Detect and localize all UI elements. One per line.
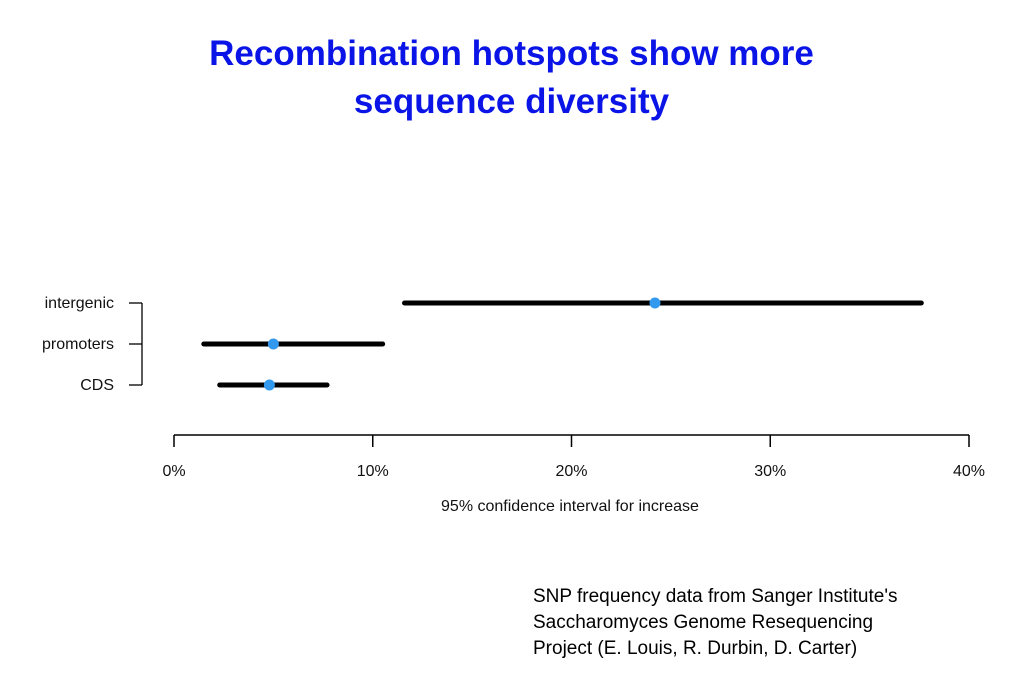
category-label: CDS [80, 377, 114, 394]
footnote-line-2: Saccharomyces Genome Resequencing [533, 612, 874, 633]
category-label: intergenic [45, 295, 114, 312]
x-axis: 0% 10% 20% 30% 40% [162, 434, 985, 480]
slide-title-line-1: Recombination hotspots show more [209, 34, 814, 73]
x-tick-label: 10% [357, 463, 389, 480]
slide-title-line-2: sequence diversity [353, 82, 670, 121]
x-tick-label: 0% [162, 463, 185, 480]
category-label: promoters [42, 336, 114, 353]
point-estimate-cds [263, 379, 275, 391]
x-tick-label: 40% [953, 463, 985, 480]
footnote-line-3: Project (E. Louis, R. Durbin, D. Carter) [533, 638, 858, 659]
interval-series [201, 297, 924, 391]
category-axis: intergenic promoters CDS [42, 295, 143, 394]
x-axis-title: 95% confidence interval for increase [441, 498, 699, 515]
x-tick-label: 30% [754, 463, 786, 480]
footnote-line-1: SNP frequency data from Sanger Institute… [533, 586, 898, 607]
x-tick-label: 20% [555, 463, 587, 480]
point-estimate-promoters [267, 338, 279, 350]
source-footnote: SNP frequency data from Sanger Institute… [533, 584, 1013, 662]
slide-title: Recombination hotspots show more sequenc… [0, 30, 1023, 126]
point-estimate-intergenic [649, 297, 661, 309]
